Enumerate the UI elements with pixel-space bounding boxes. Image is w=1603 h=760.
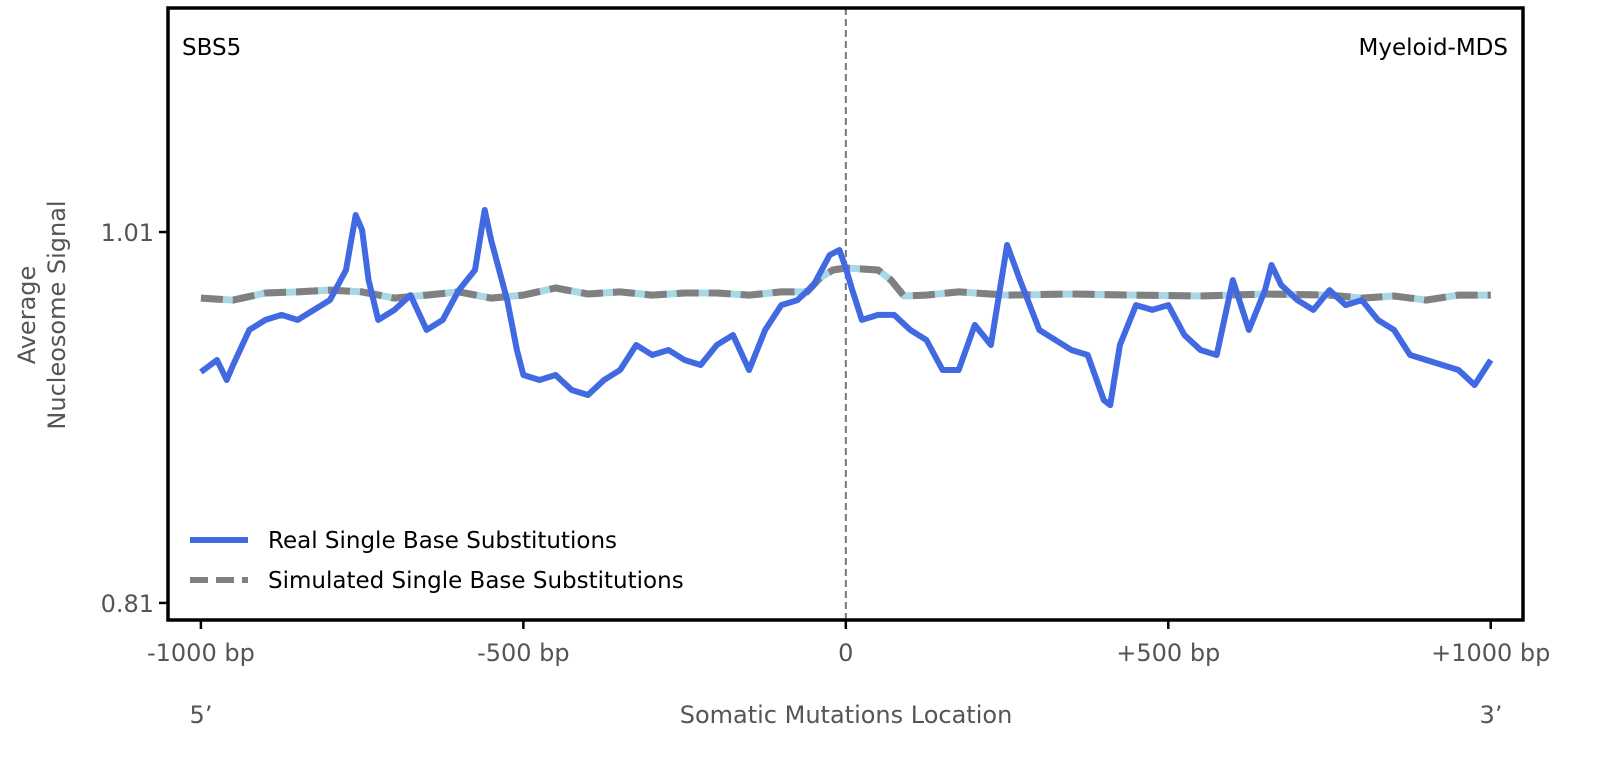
x-tick-label: 0 (838, 639, 853, 667)
y-tick-label: 1.01 (101, 219, 154, 247)
y-axis-label-line1: Average (13, 266, 41, 365)
x-tick-label: -500 bp (477, 639, 570, 667)
x-axis-label: Somatic Mutations Location (680, 701, 1013, 729)
y-tick-label: 0.81 (101, 590, 154, 618)
real-series-line (199, 207, 1494, 409)
y-axis-label-line2: Nucleosome Signal (43, 200, 71, 429)
y-axis-label: Average Nucleosome Signal (13, 200, 71, 429)
x-end-label-3prime: 3’ (1480, 701, 1503, 729)
x-tick-label: -1000 bp (147, 639, 255, 667)
x-end-label-5prime: 5’ (190, 701, 213, 729)
signature-label: SBS5 (182, 35, 241, 61)
legend-simulated-label: Simulated Single Base Substitutions (268, 568, 684, 594)
legend: Real Single Base Substitutions Simulated… (190, 528, 684, 594)
cancer-type-label: Myeloid-MDS (1358, 35, 1508, 61)
legend-real-label: Real Single Base Substitutions (268, 528, 617, 554)
x-tick-label: +1000 bp (1431, 639, 1550, 667)
x-tick-label: +500 bp (1116, 639, 1220, 667)
